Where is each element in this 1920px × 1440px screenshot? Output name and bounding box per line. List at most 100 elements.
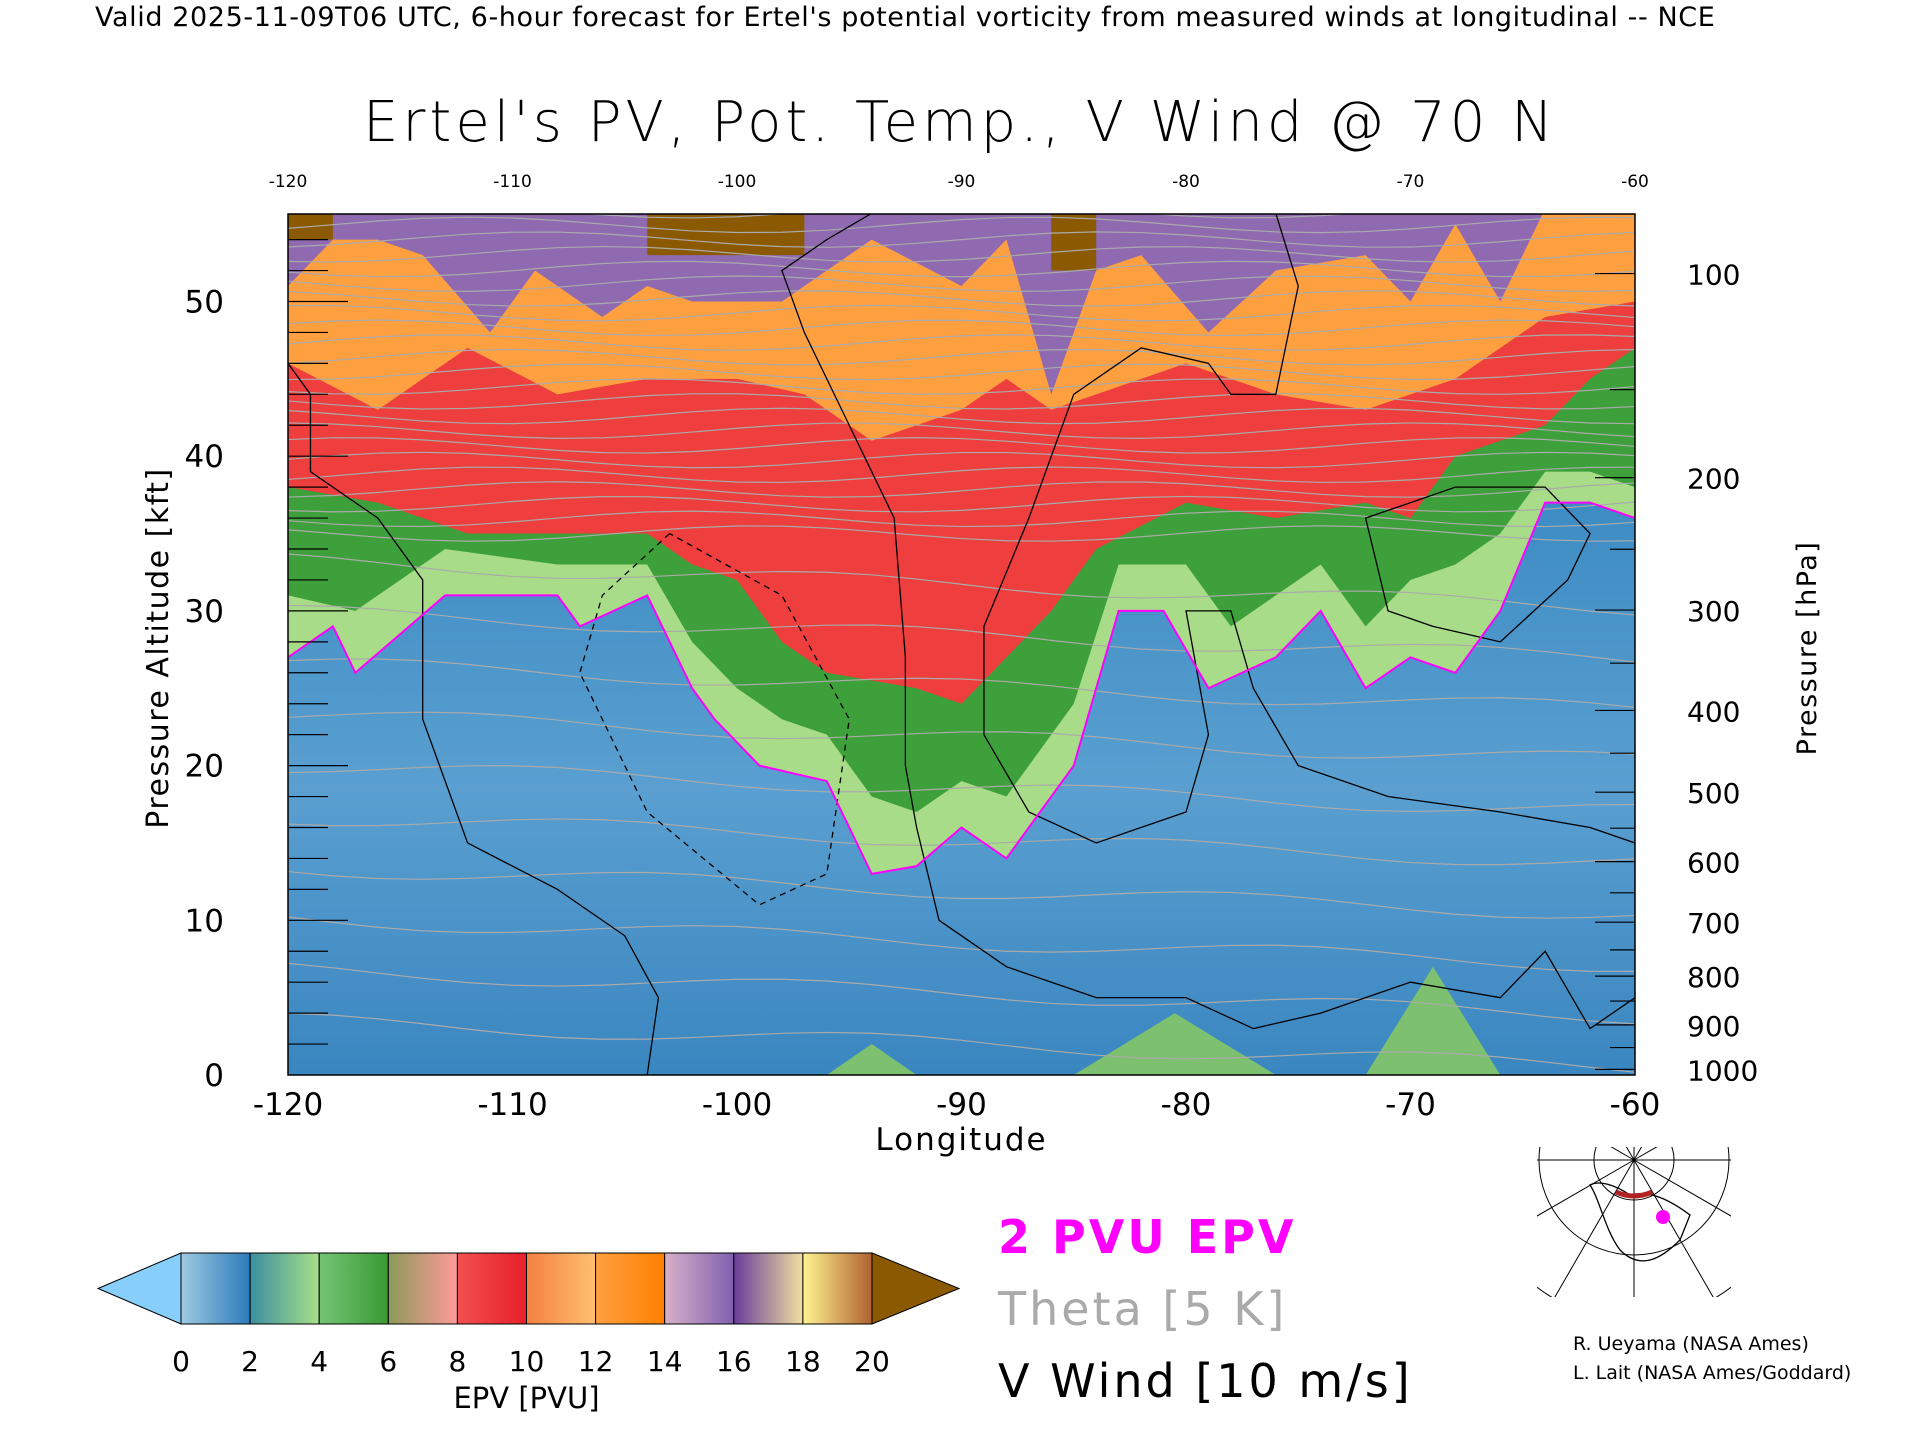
x-axis-label: Longitude bbox=[875, 1122, 1047, 1158]
theta-line bbox=[288, 392, 1635, 410]
theta-line bbox=[288, 962, 1635, 1025]
colorbar-tick-label: 16 bbox=[716, 1345, 752, 1378]
colorbar-label: EPV [PVU] bbox=[453, 1381, 599, 1415]
wind-contour-line bbox=[781, 214, 1635, 1030]
theta-line bbox=[288, 525, 1635, 542]
theta-line bbox=[288, 437, 1635, 454]
map-cross-section-arc bbox=[1614, 1189, 1654, 1199]
theta-line bbox=[288, 231, 1635, 248]
x-tick-label: -110 bbox=[477, 1087, 547, 1123]
plot-frame bbox=[287, 213, 1636, 1076]
colorbar-tick-label: 18 bbox=[785, 1345, 821, 1378]
credit-line-1: R. Ueyama (NASA Ames) bbox=[1573, 1333, 1809, 1355]
wind-contours bbox=[288, 214, 1635, 1075]
colorbar-tick-label: 12 bbox=[578, 1345, 614, 1378]
y-right-tick-label: 400 bbox=[1687, 695, 1740, 728]
epv-band-0 bbox=[288, 502, 1635, 1075]
locator-map bbox=[1537, 1147, 1731, 1297]
map-meridian bbox=[1633, 1159, 1714, 1297]
colorbar-segment bbox=[387, 1252, 458, 1325]
epv-band-over bbox=[1051, 214, 1097, 271]
theta-line bbox=[288, 658, 1635, 709]
colorbar-tick-label: 2 bbox=[241, 1345, 259, 1378]
colorbar-over-arrow bbox=[871, 1252, 961, 1325]
epv-surface-patch bbox=[1073, 1013, 1276, 1075]
x-top-tick-label: -60 bbox=[1621, 172, 1649, 192]
map-meridian bbox=[1537, 1159, 1635, 1217]
theta-line bbox=[288, 451, 1635, 469]
y-right-tick-label: 1000 bbox=[1687, 1054, 1758, 1087]
theta-line bbox=[288, 553, 1635, 616]
theta-line bbox=[288, 916, 1635, 972]
chart-title: Ertel's PV, Pot. Temp., V Wind @ 70 N bbox=[362, 90, 1558, 155]
y-left-tick-label: 0 bbox=[204, 1058, 224, 1094]
colorbar-tick-label: 20 bbox=[854, 1345, 890, 1378]
y-right-tick-label: 800 bbox=[1687, 961, 1740, 994]
x-top-tick-label: -80 bbox=[1172, 172, 1200, 192]
credit-line-2: L. Lait (NASA Ames/Goddard) bbox=[1573, 1362, 1852, 1384]
wind-contour-line bbox=[1364, 486, 1591, 643]
theta-contours bbox=[288, 214, 1635, 1073]
theta-line bbox=[288, 495, 1635, 513]
x-tick-label: -70 bbox=[1385, 1087, 1436, 1123]
y-right-tick-label: 700 bbox=[1687, 907, 1740, 940]
map-location-dot bbox=[1656, 1210, 1670, 1224]
x-top-tick-label: -120 bbox=[269, 172, 308, 192]
header-top-line: Valid 2025-11-09T06 UTC, 6-hour forecast… bbox=[95, 2, 1716, 33]
colorbar-segment bbox=[595, 1252, 666, 1325]
legend-2pvu: 2 PVU EPV bbox=[998, 1210, 1297, 1264]
x-tick-label: -80 bbox=[1161, 1087, 1212, 1123]
y-right-tick-label: 100 bbox=[1687, 259, 1740, 292]
theta-line bbox=[288, 260, 1635, 278]
colorbar-tick-label: 0 bbox=[172, 1345, 190, 1378]
colorbar-segment bbox=[733, 1252, 804, 1325]
theta-line bbox=[288, 870, 1635, 919]
colorbar: 0 2 4 6 8 10 12 14 16 18 20 EPV [PVU] bbox=[96, 1252, 961, 1415]
theta-line bbox=[288, 510, 1635, 528]
colorbar-segment bbox=[456, 1252, 527, 1325]
y-left-axis-label: Pressure Altitude [kft] bbox=[141, 467, 176, 828]
y-left-tick-label: 40 bbox=[185, 439, 224, 475]
pv2-contour bbox=[288, 501, 1635, 876]
y-right-tick-label: 300 bbox=[1687, 595, 1740, 628]
theta-line bbox=[288, 334, 1635, 351]
theta-line bbox=[288, 604, 1635, 663]
epv-surface-patch bbox=[1365, 966, 1501, 1075]
colorbar-segment bbox=[318, 1252, 389, 1325]
y-left-tick-label: 30 bbox=[185, 594, 224, 630]
theta-line bbox=[288, 407, 1635, 425]
theta-line bbox=[288, 275, 1635, 293]
y-left-tick-label: 20 bbox=[185, 749, 224, 785]
map-meridian bbox=[1554, 1159, 1635, 1297]
legend-vwind: V Wind [10 m/s] bbox=[998, 1354, 1413, 1408]
theta-line bbox=[288, 245, 1635, 263]
colorbar-segment bbox=[180, 1252, 251, 1325]
y-left-tick-label: 10 bbox=[185, 903, 224, 939]
y-right-axis-label: Pressure [hPa] bbox=[1792, 541, 1823, 756]
colorbar-tick-label: 8 bbox=[448, 1345, 466, 1378]
x-tick-label: -120 bbox=[253, 1087, 323, 1123]
colorbar-segment bbox=[526, 1252, 597, 1325]
x-tick-label: -60 bbox=[1610, 1087, 1661, 1123]
epv-field bbox=[288, 214, 1635, 1075]
theta-line bbox=[288, 290, 1635, 307]
colorbar-tick-label: 6 bbox=[379, 1345, 397, 1378]
theta-line bbox=[288, 216, 1635, 234]
theta-line bbox=[288, 378, 1635, 395]
theta-line bbox=[288, 304, 1635, 322]
map-meridian bbox=[1633, 1147, 1658, 1161]
y-right-tick-label: 200 bbox=[1687, 463, 1740, 496]
theta-line bbox=[288, 363, 1635, 381]
theta-line bbox=[288, 765, 1635, 813]
theta-line bbox=[288, 481, 1635, 498]
colorbar-tick-label: 10 bbox=[509, 1345, 545, 1378]
colorbar-under-arrow bbox=[96, 1252, 182, 1325]
map-meridian bbox=[1633, 1159, 1731, 1217]
legend-theta: Theta [5 K] bbox=[998, 1282, 1288, 1336]
x-top-tick-label: -110 bbox=[493, 172, 532, 192]
pv2-line bbox=[288, 501, 1635, 876]
colorbar-tick-label: 4 bbox=[310, 1345, 328, 1378]
colorbar-segment bbox=[802, 1252, 873, 1325]
x-tick-label: -100 bbox=[702, 1087, 772, 1123]
